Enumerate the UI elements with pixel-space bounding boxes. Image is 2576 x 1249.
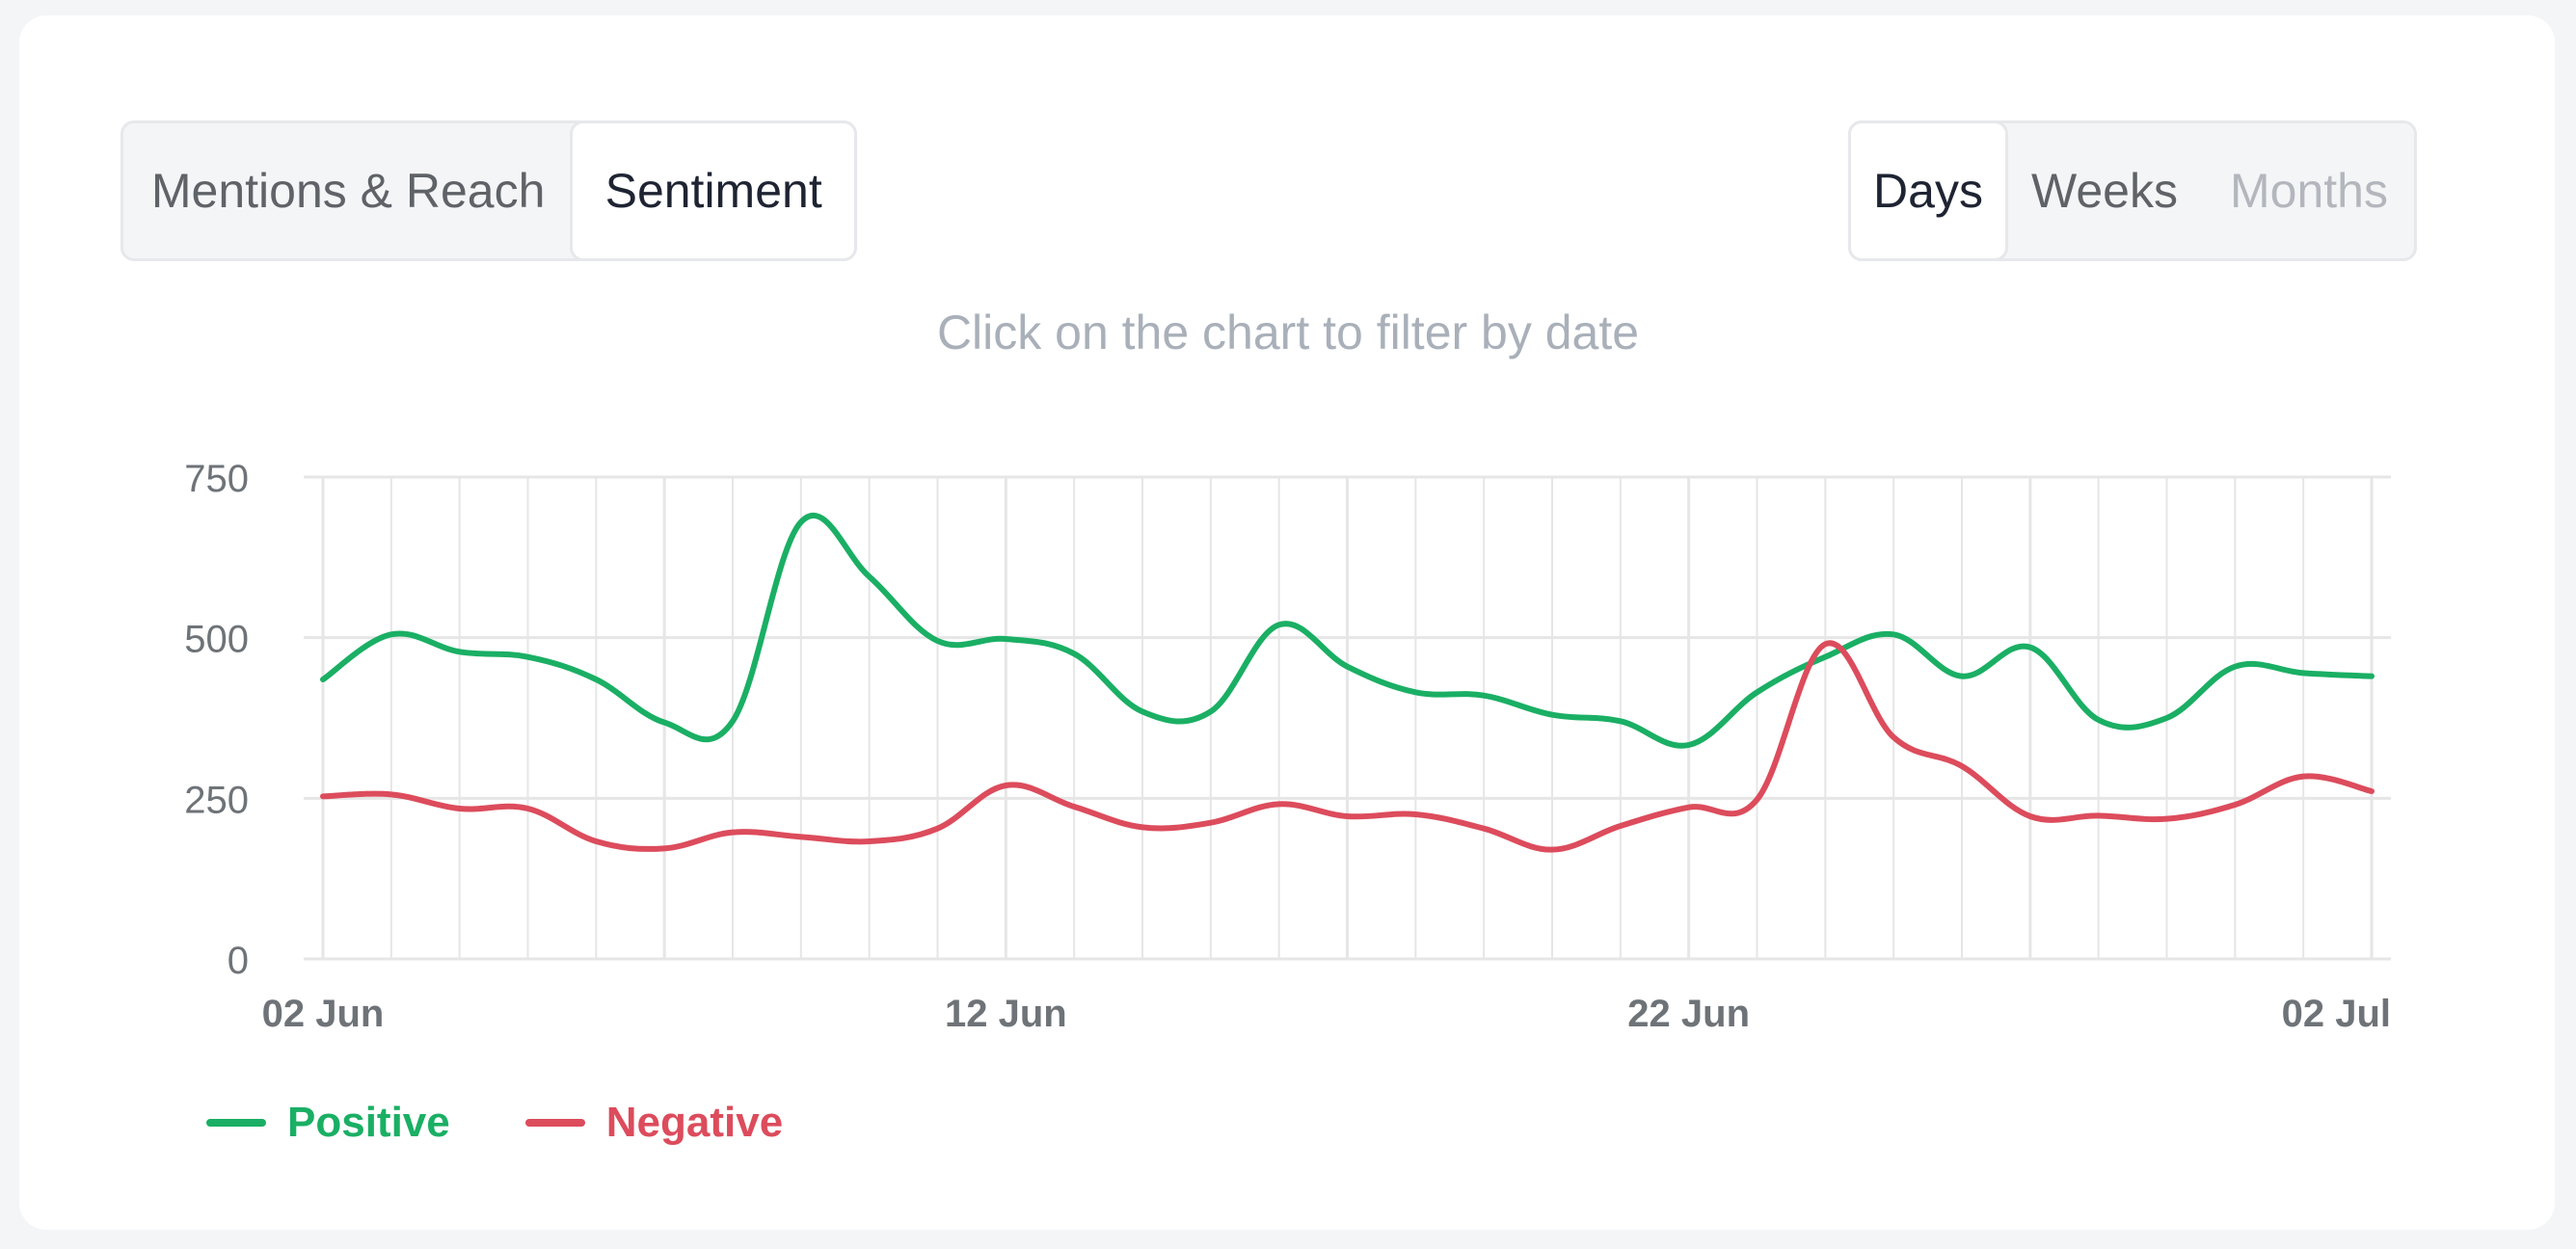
chart-series[interactable] (320, 512, 2375, 853)
sentiment-line-chart[interactable]: 0 250 500 750 02 Jun 12 Jun 22 Jun 02 Jul (0, 0, 2576, 1079)
y-tick-label: 500 (184, 619, 249, 661)
x-axis-ticks: 02 Jun 12 Jun 22 Jun 02 Jul (262, 993, 2391, 1035)
legend-swatch-negative (524, 1119, 585, 1127)
legend-swatch-positive (206, 1119, 266, 1127)
x-tick-label: 02 Jun (262, 993, 385, 1035)
legend-item-positive[interactable]: Positive (206, 1099, 450, 1147)
series-line-positive[interactable] (320, 512, 2375, 749)
legend-label-positive: Positive (287, 1099, 450, 1146)
y-tick-label: 0 (228, 940, 249, 982)
y-tick-label: 250 (184, 779, 249, 821)
x-tick-label: 02 Jul (2282, 993, 2391, 1035)
x-tick-label: 22 Jun (1627, 993, 1750, 1035)
tab-sentiment[interactable]: Sentiment (570, 120, 857, 261)
tab-mentions-reach[interactable]: Mentions & Reach (150, 164, 546, 218)
chart-legend: Positive Negative (206, 1099, 858, 1147)
chart-mode-toggle: Mentions & Reach Sentiment (121, 120, 857, 261)
chart-filter-hint: Click on the chart to filter by date (936, 306, 1640, 359)
legend-label-negative: Negative (605, 1099, 784, 1146)
legend-item-negative[interactable]: Negative (524, 1099, 784, 1147)
x-tick-label: 12 Jun (945, 993, 1067, 1035)
y-axis-ticks: 0 250 500 750 (184, 458, 249, 982)
granularity-days[interactable]: Days (1848, 120, 2008, 261)
chart-grid (304, 475, 2391, 961)
y-tick-label: 750 (184, 458, 249, 500)
series-line-negative[interactable] (320, 640, 2375, 853)
granularity-toggle: Days Weeks Months (1848, 120, 2417, 261)
granularity-weeks[interactable]: Weeks (2031, 164, 2178, 218)
granularity-months: Months (2230, 164, 2388, 218)
